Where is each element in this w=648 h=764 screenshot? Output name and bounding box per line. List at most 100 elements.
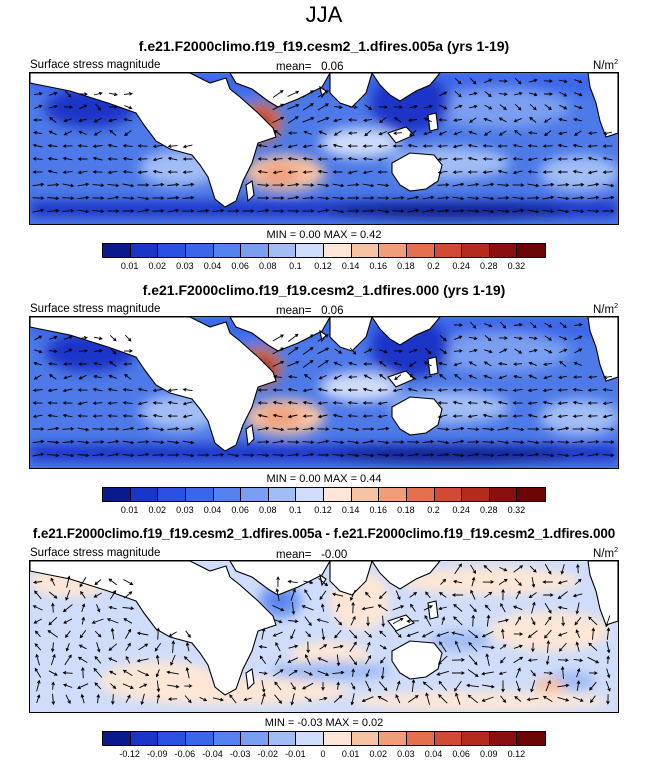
- vector-arrow: [347, 182, 360, 187]
- vector-arrow: [332, 427, 345, 432]
- vector-arrow: [170, 654, 176, 666]
- vector-arrow: [34, 630, 41, 638]
- vector-arrow: [544, 348, 553, 354]
- vector-arrow: [543, 593, 554, 597]
- vector-arrow: [572, 696, 584, 702]
- panel-2-colorbar-swatch: [324, 488, 352, 501]
- vector-arrow: [484, 323, 493, 328]
- vector-arrow: [515, 616, 522, 626]
- vector-arrow: [36, 694, 41, 704]
- panel-3-colorbar-tick-label: -0.06: [174, 749, 196, 759]
- panel-3-colorbar-swatch: [462, 732, 490, 745]
- vector-arrow: [257, 183, 270, 188]
- vector-arrow: [49, 335, 58, 340]
- panel-2-colorbar-tick-label: 0.02: [148, 505, 167, 515]
- vector-arrow: [63, 118, 72, 123]
- vector-arrow: [483, 564, 493, 573]
- vector-arrow: [34, 643, 42, 651]
- vector-arrow: [422, 452, 435, 457]
- vector-arrow: [51, 693, 56, 706]
- vector-arrow: [573, 322, 583, 327]
- vector-arrow: [514, 578, 522, 587]
- panel-1-colorbar-swatch: [158, 244, 186, 257]
- vector-arrow: [421, 630, 434, 638]
- vector-arrow: [527, 401, 538, 406]
- vector-arrow: [50, 642, 55, 653]
- vector-arrow: [125, 655, 131, 664]
- vector-arrow: [602, 170, 613, 175]
- panel-1-colorbar-tick-label: 0.08: [258, 261, 277, 271]
- vector-arrow: [62, 604, 73, 613]
- vector-arrow: [333, 130, 342, 136]
- vector-arrow: [378, 681, 388, 692]
- vector-arrow: [497, 452, 510, 457]
- vector-arrow: [92, 440, 105, 444]
- vector-arrow: [167, 156, 178, 161]
- vector-arrow: [137, 157, 148, 161]
- panel-2-map: [29, 316, 619, 469]
- vector-arrow: [365, 680, 372, 693]
- vector-arrow: [34, 667, 42, 678]
- vector-arrow: [467, 143, 478, 148]
- vector-arrow: [575, 641, 580, 652]
- panel-2-title: f.e21.F2000climo.f19_f19.cesm2_1.dfires.…: [142, 282, 506, 298]
- vector-arrow: [287, 90, 300, 97]
- vector-arrow: [333, 118, 343, 123]
- vector-arrow: [303, 580, 314, 585]
- vector-arrow: [48, 374, 57, 380]
- vector-arrow: [92, 452, 105, 457]
- vector-arrow: [512, 605, 523, 611]
- vector-arrow: [589, 671, 598, 675]
- vector-arrow: [110, 694, 115, 705]
- vector-arrow: [316, 618, 329, 623]
- panel-3-colorbar-tick-label: 0.06: [452, 749, 470, 759]
- vector-arrow: [542, 157, 553, 162]
- vector-arrow: [78, 644, 87, 650]
- vector-arrow: [77, 401, 88, 406]
- vector-arrow: [137, 144, 148, 148]
- vector-arrow: [587, 209, 600, 214]
- vector-arrow: [527, 157, 538, 162]
- panel-3-colorbar-swatch: [296, 732, 324, 745]
- vector-arrow: [80, 590, 86, 599]
- vector-arrow: [78, 362, 88, 366]
- vector-arrow: [588, 131, 598, 136]
- vector-arrow: [93, 361, 102, 366]
- panel-3-colorbar-tick-label: -0.09: [146, 749, 168, 759]
- vector-arrow: [212, 208, 225, 213]
- panel-3-mean-value: -0.00: [321, 549, 348, 561]
- vector-arrow: [559, 104, 568, 110]
- vector-arrow: [590, 695, 596, 704]
- vector-arrow: [332, 440, 345, 445]
- vector-arrow: [125, 642, 131, 651]
- vector-arrow: [48, 591, 58, 599]
- vector-arrow: [423, 361, 432, 367]
- vector-arrow: [107, 183, 120, 188]
- vector-arrow: [531, 642, 535, 653]
- vector-arrow: [392, 440, 405, 444]
- vector-arrow: [48, 104, 58, 109]
- vector-arrow: [272, 103, 285, 111]
- vector-arrow: [62, 156, 73, 161]
- vector-arrow: [317, 90, 329, 98]
- vector-arrow: [452, 388, 463, 392]
- vector-arrow: [482, 400, 493, 405]
- vector-arrow: [92, 144, 103, 149]
- vector-arrow: [470, 564, 476, 574]
- vector-arrow: [453, 362, 462, 367]
- vector-arrow: [588, 616, 598, 626]
- vector-arrow: [486, 614, 491, 627]
- panel-1-colorbar-swatch: [324, 244, 352, 257]
- vector-arrow: [482, 157, 493, 161]
- vector-arrow: [498, 92, 508, 97]
- vector-arrow: [454, 104, 463, 109]
- vector-arrow: [302, 414, 313, 418]
- vector-arrow: [363, 118, 373, 123]
- vector-arrow: [107, 209, 120, 213]
- panel-3-colorbar-tick-label: -0.12: [119, 749, 140, 759]
- vector-arrow: [349, 655, 358, 666]
- vector-arrow: [62, 144, 73, 148]
- vector-arrow: [513, 322, 523, 327]
- vector-arrow: [528, 361, 537, 366]
- vector-arrow: [530, 617, 536, 626]
